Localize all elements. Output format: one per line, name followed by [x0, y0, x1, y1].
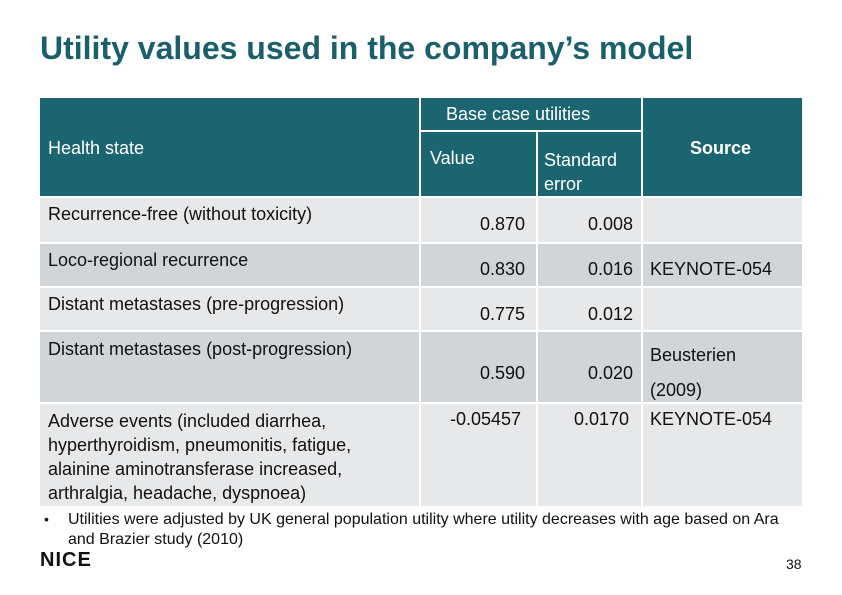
value-cell: 0.830: [480, 259, 526, 279]
se-cell: 0.020: [588, 363, 634, 383]
health-state-cell: Loco-regional recurrence: [48, 250, 249, 270]
value-cell: 0.775: [480, 304, 526, 324]
header-source: Source: [690, 138, 752, 158]
table-row: [40, 288, 802, 330]
health-state-cell: Distant metastases (post-progression): [48, 339, 353, 359]
nice-logo: NICE: [40, 549, 92, 571]
value-cell: 0.590: [480, 363, 526, 383]
header-divider: [419, 98, 421, 196]
footnote: Utilities were adjusted by UK general po…: [68, 511, 779, 548]
page-number: 38: [786, 556, 802, 572]
column-divider: [536, 198, 538, 506]
table-row: [40, 198, 802, 242]
table-header: Health state Base case utilities Value S…: [40, 98, 802, 196]
se-cell: 0.016: [588, 259, 634, 279]
table-row: [40, 404, 802, 506]
header-base-case-utilities: Base case utilities: [446, 104, 591, 124]
se-cell: 0.012: [588, 304, 634, 324]
table-row: [40, 244, 802, 286]
header-health-state: Health state: [48, 138, 145, 158]
column-divider: [419, 198, 421, 506]
header-divider: [641, 98, 643, 196]
health-state-cell: Adverse events (included diarrhea, hyper…: [48, 411, 352, 503]
header-divider: [536, 130, 538, 196]
source-cell: KEYNOTE-054: [650, 259, 773, 279]
table-row: [40, 332, 802, 402]
se-cell: 0.0170: [574, 409, 630, 429]
source-cell: (2009): [650, 380, 703, 400]
value-cell: 0.870: [480, 214, 526, 234]
health-state-cell: Recurrence-free (without toxicity): [48, 204, 313, 224]
source-cell: KEYNOTE-054: [650, 409, 773, 429]
health-state-cell: Distant metastases (pre-progression): [48, 294, 345, 314]
footnote-bullet: •: [44, 511, 49, 527]
header-value: Value: [430, 148, 475, 168]
header-standard-error: Standard error: [544, 150, 618, 194]
page-title: Utility values used in the company’s mod…: [40, 30, 694, 66]
se-cell: 0.008: [588, 214, 634, 234]
source-cell: Beusterien: [650, 345, 737, 365]
value-cell: -0.05457: [450, 409, 522, 429]
column-divider: [641, 198, 643, 506]
header-divider: [419, 130, 641, 132]
